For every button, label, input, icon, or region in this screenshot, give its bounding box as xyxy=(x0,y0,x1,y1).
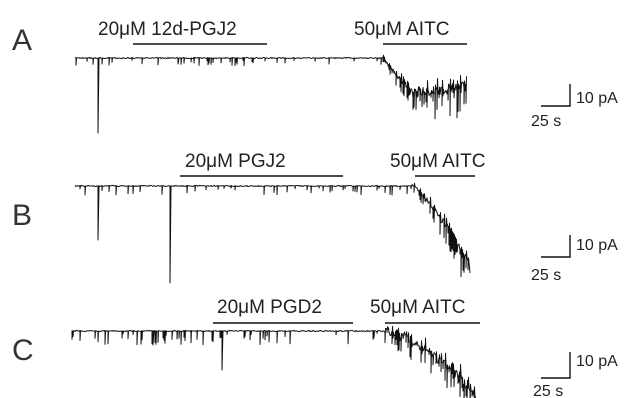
scale-time-a: 25 s xyxy=(531,113,561,130)
drug-label-a: 20μM 12d-PGJ2 xyxy=(98,19,237,40)
scale-current-b: 10 pA xyxy=(576,237,618,254)
panel-letter-a: A xyxy=(12,24,32,57)
drug-label-c: 20μM PGD2 xyxy=(217,297,322,318)
current-trace-b xyxy=(74,182,471,284)
panel-b: B 20μM PGJ2 50μM AITC 10 pA 25 s xyxy=(12,151,618,284)
panel-letter-c: C xyxy=(12,334,34,367)
scale-time-c: 25 s xyxy=(533,383,563,398)
scale-current-c: 10 pA xyxy=(576,353,618,370)
panel-letter-b: B xyxy=(12,199,32,232)
drug-label-b: 20μM PGJ2 xyxy=(185,151,286,172)
current-trace-c xyxy=(71,325,476,398)
scale-bar-b xyxy=(541,235,571,258)
panel-a: A 20μM 12d-PGJ2 50μM AITC 10 pA 25 s xyxy=(12,19,618,134)
scale-time-b: 25 s xyxy=(531,267,561,284)
aitc-label-b: 50μM AITC xyxy=(390,151,485,172)
current-trace-a xyxy=(74,54,467,134)
scale-bar-c xyxy=(541,352,571,379)
scale-bar-a xyxy=(541,84,571,107)
scale-current-a: 10 pA xyxy=(576,90,618,107)
panel-c: C 20μM PGD2 50μM AITC 10 pA 25 s xyxy=(12,297,618,398)
aitc-label-c: 50μM AITC xyxy=(370,297,465,318)
aitc-label-a: 50μM AITC xyxy=(354,19,449,40)
